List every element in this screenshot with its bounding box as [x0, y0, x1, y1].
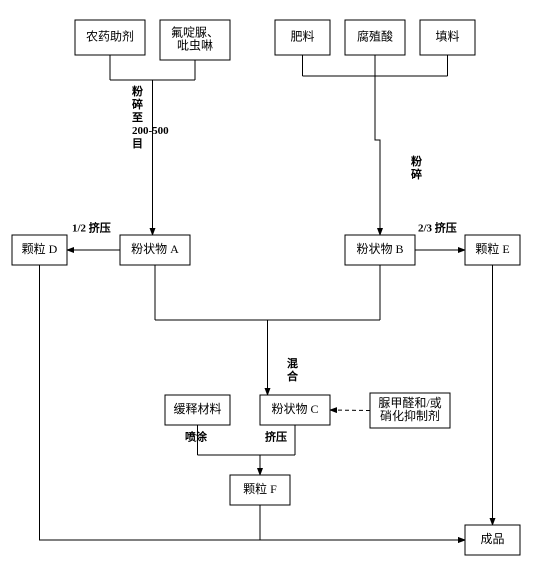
node-B-label: 粉状物 B — [356, 242, 403, 256]
boxes: 农药助剂 氟啶脲、吡虫啉 肥料 腐殖酸 填料颗粒 D 粉状物 A 粉状物 B 颗粒 E 缓释材料… — [12, 20, 520, 555]
node-D-label: 颗粒 D — [22, 241, 58, 256]
node-E-label: 颗粒 E — [475, 241, 509, 256]
edge-label-crush1-0: 粉 — [132, 84, 143, 98]
edge-label-twothirds: 2/3 挤压 — [418, 221, 457, 235]
node-top4-label: 腐殖酸 — [357, 28, 393, 43]
edge-label-mix-0: 混 — [287, 356, 298, 370]
node-inh-line0: 脲甲醛和/或 — [378, 395, 441, 410]
edge-label-crush1-1: 碎 — [132, 97, 143, 111]
node-F-label: 颗粒 F — [243, 481, 277, 496]
edges — [40, 55, 493, 540]
edge-label-press: 挤压 — [265, 430, 287, 444]
edge-label-mix-1: 合 — [287, 369, 299, 383]
edge-label-spray: 喷涂 — [185, 430, 208, 444]
edge-label-crush2-1: 碎 — [411, 167, 422, 181]
node-inh-line1: 硝化抑制剂 — [380, 408, 440, 423]
edge-label-crush1-2: 至 — [132, 111, 143, 124]
node-buf-label: 缓释材料 — [173, 402, 221, 416]
edge-label-crush1-4: 目 — [132, 137, 143, 150]
edge-label-crush1-3: 200-500 — [132, 125, 169, 137]
edge-label-crush2-0: 粉 — [411, 154, 422, 168]
node-out-label: 成品 — [480, 532, 504, 546]
node-top1-label: 农药助剂 — [86, 28, 134, 43]
node-top2-line0: 氟啶脲、 — [171, 25, 219, 39]
node-top3-label: 肥料 — [290, 29, 314, 43]
node-top2-line1: 吡虫啉 — [177, 38, 213, 52]
node-C-label: 粉状物 C — [271, 402, 318, 416]
node-top5-label: 填料 — [435, 29, 459, 43]
flow-diagram: 农药助剂 氟啶脲、吡虫啉 肥料 腐殖酸 填料颗粒 D 粉状物 A 粉状物 B 颗粒 E 缓释材料… — [0, 0, 544, 580]
edge-label-half: 1/2 挤压 — [72, 221, 111, 235]
node-A-label: 粉状物 A — [131, 242, 179, 256]
